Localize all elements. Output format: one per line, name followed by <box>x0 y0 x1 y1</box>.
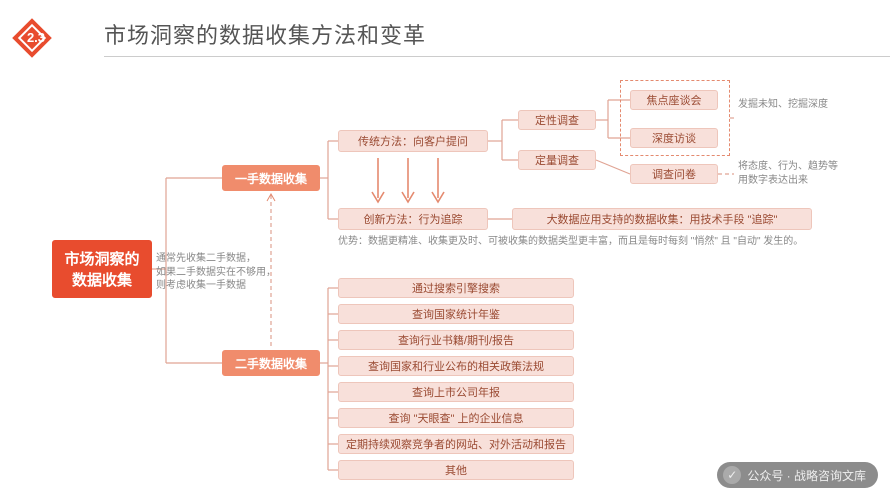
header-bar: 2.3 市场洞察的数据收集方法和变革 <box>0 0 890 65</box>
secondary-item-0: 通过搜索引擎搜索 <box>338 278 574 298</box>
secondary-item-3: 查询国家和行业公布的相关政策法规 <box>338 356 574 376</box>
secondary-item-6: 定期持续观察竞争者的网站、对外活动和报告 <box>338 434 574 454</box>
primary-collection: 一手数据收集 <box>222 165 320 191</box>
quantitative: 定量调查 <box>518 150 596 170</box>
innovative-method: 创新方法：行为追踪 <box>338 208 488 230</box>
note-order: 通常先收集二手数据， 如果二手数据实在不够用， 则考虑收集一手数据 <box>156 252 276 293</box>
footer-badge: ✓ 公众号 · 战略咨询文库 <box>717 462 878 488</box>
qualitative-group-box <box>620 80 730 156</box>
page-title: 市场洞察的数据收集方法和变革 <box>104 18 890 57</box>
secondary-collection: 二手数据收集 <box>222 350 320 376</box>
secondary-item-4: 查询上市公司年报 <box>338 382 574 402</box>
note-advantage: 优势：数据更精准、收集更及时、可被收集的数据类型更丰富，而且是每时每刻 "悄然"… <box>338 235 803 249</box>
wechat-icon: ✓ <box>723 466 741 484</box>
secondary-item-1: 查询国家统计年鉴 <box>338 304 574 324</box>
note-quant: 将态度、行为、趋势等 用数字表达出来 <box>738 160 838 187</box>
qualitative: 定性调查 <box>518 110 596 130</box>
root-node: 市场洞察的 数据收集 <box>52 240 152 298</box>
note-qual: 发掘未知、挖掘深度 <box>738 98 828 112</box>
diagram-canvas: 市场洞察的 数据收集 一手数据收集二手数据收集 传统方法：向客户提问创新方法：行为追… <box>0 60 890 500</box>
footer-label: 公众号 · 战略咨询文库 <box>747 467 866 484</box>
section-number: 2.3 <box>22 30 50 45</box>
survey-questionnaire: 调查问卷 <box>630 164 718 184</box>
bigdata-tracking: 大数据应用支持的数据收集：用技术手段 "追踪" <box>512 208 812 230</box>
secondary-item-7: 其他 <box>338 460 574 480</box>
secondary-item-2: 查询行业书籍/期刊/报告 <box>338 330 574 350</box>
traditional-method: 传统方法：向客户提问 <box>338 130 488 152</box>
secondary-item-5: 查询 "天眼查" 上的企业信息 <box>338 408 574 428</box>
